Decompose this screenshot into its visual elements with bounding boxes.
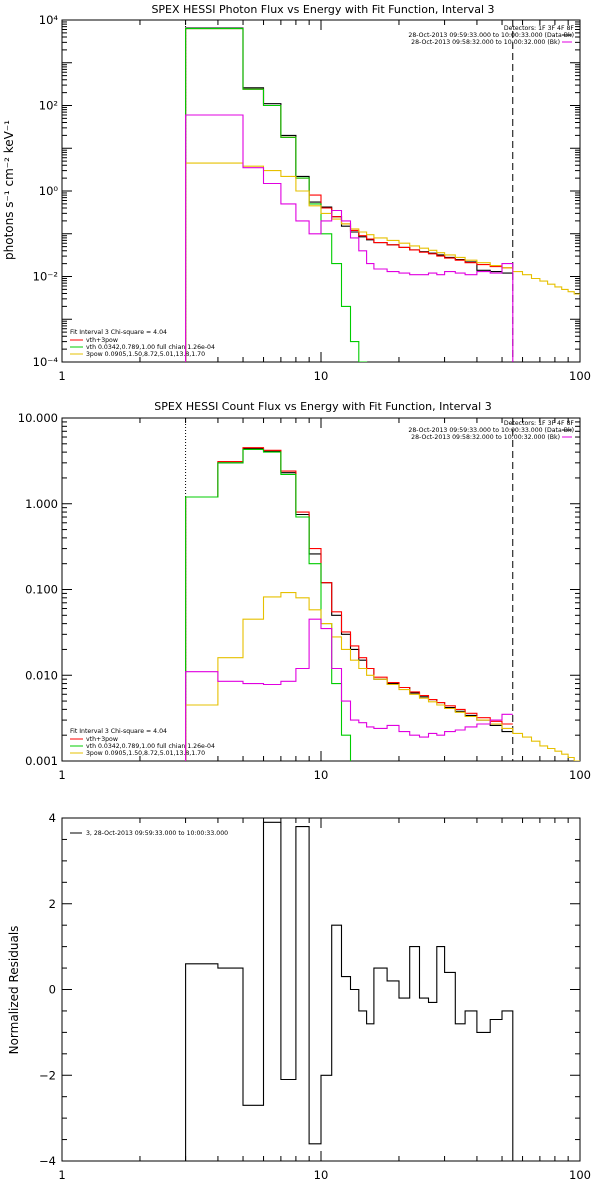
photon-info-line-2: 28-Oct-2013 09:58:32.000 to 10:00:32.000… — [411, 39, 560, 46]
y-tick-label: 4 — [49, 811, 56, 825]
x-tick-label: 1 — [58, 369, 65, 383]
x-tick-label: 100 — [569, 369, 591, 383]
x-tick-label: 100 — [569, 768, 591, 782]
series-vth-3pow — [185, 447, 513, 761]
series-3pow — [185, 162, 580, 362]
photon-fit-line-2: vth 0.0342,0.789,1.00 full chian 1.26e-0… — [86, 344, 215, 351]
count-fit-line-1: vth+3pow — [86, 736, 118, 743]
series-vth-3pow — [185, 28, 513, 362]
residuals-legend-label: 3, 28-Oct-2013 09:59:33.000 to 10:00:33.… — [86, 830, 228, 837]
residuals-panel: Normalized Residuals 3, 28-Oct-2013 09:5… — [7, 811, 591, 1182]
series-unnamed-4 — [185, 114, 514, 362]
count-info-line-1: 28-Oct-2013 09:59:33.000 to 10:00:33.000… — [408, 427, 574, 434]
y-tick-label: 10⁰ — [39, 184, 59, 198]
series-vth — [185, 448, 352, 761]
photon-info-line-0: Detectors: 1F 3F 4F 8F — [504, 25, 575, 32]
y-tick-label: 1.000 — [25, 497, 58, 511]
y-tick-label: 0.100 — [25, 583, 58, 597]
count-flux-title: SPEX HESSI Count Flux vs Energy with Fit… — [154, 400, 491, 413]
count-fit-line-0: Fit Interval 3 Chi-square = 4.04 — [70, 728, 167, 735]
count-info-line-0: Detectors: 1F 3F 4F 8F — [504, 420, 575, 427]
y-tick-label: 0.010 — [25, 668, 58, 682]
photon-flux-ylabel: photons s⁻¹ cm⁻² keV⁻¹ — [2, 120, 16, 260]
x-tick-label: 10 — [314, 369, 329, 383]
count-info-line-2: 28-Oct-2013 09:58:32.000 to 10:00:32.000… — [411, 434, 560, 441]
y-tick-label: 0.001 — [25, 754, 58, 768]
photon-flux-panel: SPEX HESSI Photon Flux vs Energy with Fi… — [2, 3, 591, 383]
y-tick-label: 2 — [49, 897, 56, 911]
photon-flux-title: SPEX HESSI Photon Flux vs Energy with Fi… — [151, 3, 494, 16]
count-fit-line-3: 3pow 0.0905,1.50,8.72,5.01,13.8,1.70 — [86, 750, 205, 757]
count-flux-panel: SPEX HESSI Count Flux vs Energy with Fit… — [18, 400, 591, 782]
y-tick-label: 0 — [49, 983, 56, 997]
y-tick-label: 10⁴ — [39, 13, 59, 27]
x-tick-label: 10 — [314, 1168, 329, 1182]
series-unnamed-0 — [185, 27, 513, 362]
plot-frame-0 — [61, 19, 581, 363]
y-tick-label: −2 — [39, 1068, 56, 1082]
x-tick-label: 100 — [569, 1168, 591, 1182]
x-tick-label: 1 — [58, 1168, 65, 1182]
photon-info-line-1: 28-Oct-2013 09:59:33.000 to 10:00:33.000… — [408, 32, 574, 39]
residuals-ylabel: Normalized Residuals — [7, 926, 21, 1055]
series-3-28-oct-2013-09-59-33-000-to-10-00-33-000 — [185, 821, 514, 1161]
y-tick-label: 10.000 — [18, 411, 58, 425]
x-tick-label: 10 — [314, 768, 329, 782]
x-tick-label: 1 — [58, 768, 65, 782]
series-3pow — [185, 592, 580, 761]
y-tick-label: 10⁻⁴ — [33, 355, 59, 369]
series-unnamed-4 — [185, 618, 513, 761]
photon-fit-line-3: 3pow 0.0905,1.50,8.72,5.01,13.8,1.70 — [86, 351, 205, 358]
y-tick-label: −4 — [39, 1154, 56, 1168]
series-unnamed-0 — [185, 448, 513, 761]
y-tick-label: 10⁻² — [33, 270, 58, 284]
photon-fit-line-1: vth+3pow — [86, 337, 118, 344]
series-vth — [185, 28, 368, 362]
count-fit-line-2: vth 0.0342,0.789,1.00 full chian 1.26e-0… — [86, 743, 215, 750]
photon-fit-line-0: Fit Interval 3 Chi-square = 4.04 — [70, 329, 167, 336]
y-tick-label: 10² — [39, 99, 58, 113]
